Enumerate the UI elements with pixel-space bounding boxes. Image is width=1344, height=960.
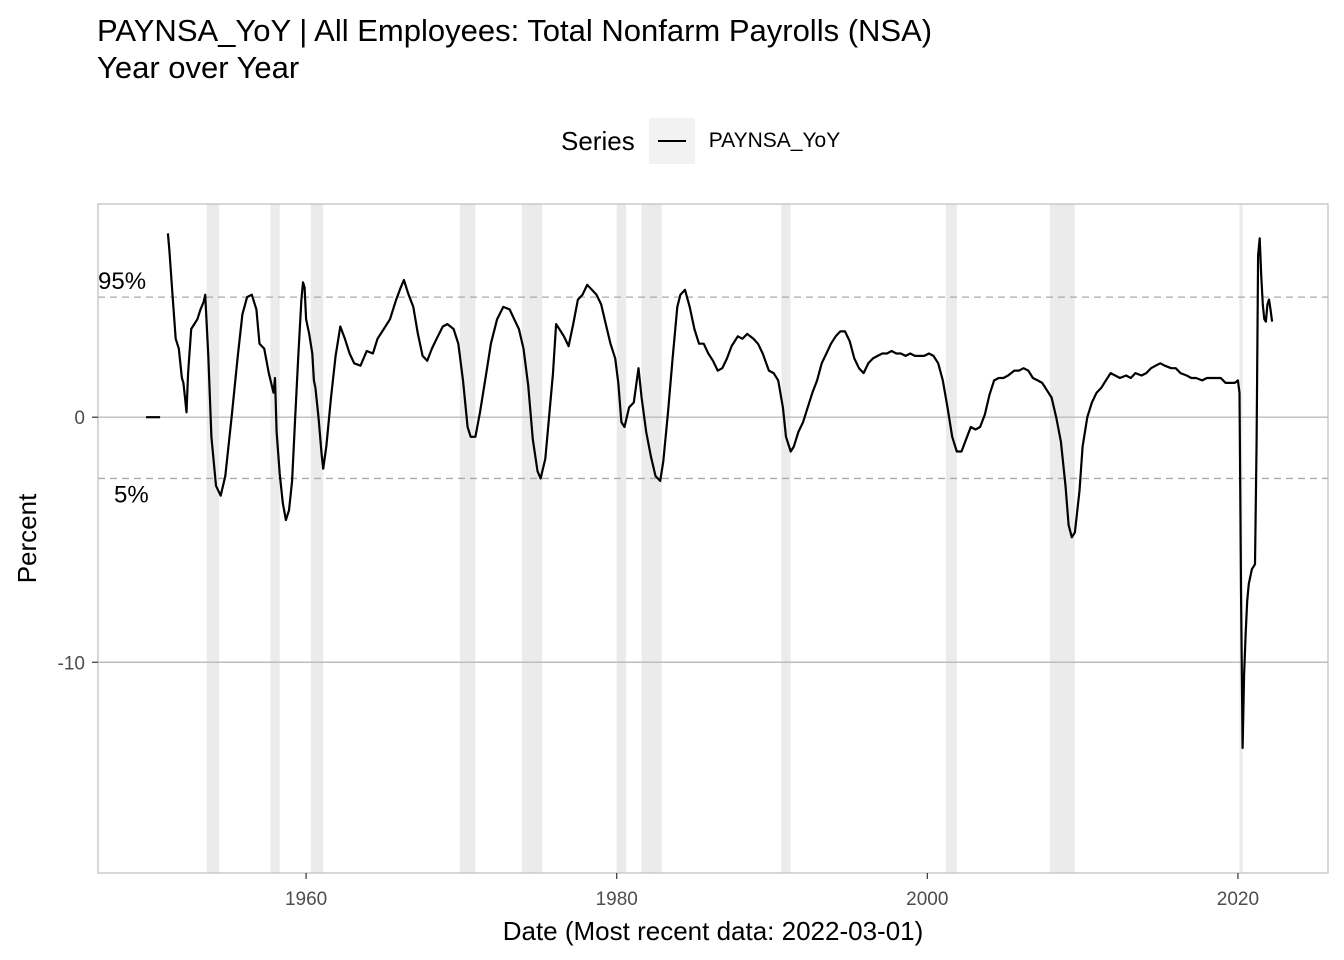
recession-band-8 <box>945 204 957 873</box>
y-axis: 0 -10 <box>58 408 98 674</box>
recession-band-5 <box>616 204 627 873</box>
recession-band-1 <box>270 204 280 873</box>
series-lines <box>146 233 1274 750</box>
recession-band-2 <box>310 204 324 873</box>
quantile-lines: 95% 5% <box>98 268 1328 508</box>
legend-label: PAYNSA_YoY <box>708 129 841 152</box>
recession-band-4 <box>521 204 543 873</box>
x-tick-label-2: 2000 <box>906 889 948 910</box>
chart-title-line2: Year over Year <box>97 50 300 85</box>
x-axis: 1960 1980 2000 2020 <box>285 873 1259 910</box>
reference-label-0: 95% <box>98 268 146 295</box>
legend: Series PAYNSA_YoY <box>561 118 841 164</box>
recession-band-3 <box>459 204 476 873</box>
legend-title: Series <box>561 125 635 156</box>
plot-panel-border <box>97 203 1329 874</box>
legend-key <box>648 118 695 164</box>
reference-label-1: 5% <box>114 481 149 508</box>
x-tick-label-1: 1980 <box>596 889 638 910</box>
series-line-0-segment-1 <box>166 233 1274 750</box>
recession-band-6 <box>641 204 662 873</box>
y-tick-label-1: -10 <box>58 653 85 674</box>
recession-bands <box>206 204 1243 873</box>
gridlines <box>98 416 1328 663</box>
legend-line-swatch <box>657 140 686 143</box>
chart-title-line1: PAYNSA_YoY | All Employees: Total Nonfar… <box>97 13 933 48</box>
x-tick-label-3: 2020 <box>1217 889 1259 910</box>
recession-band-7 <box>781 204 791 873</box>
x-axis-title: Date (Most recent data: 2022-03-01) <box>503 916 924 946</box>
recession-band-9 <box>1050 204 1075 873</box>
x-tick-label-0: 1960 <box>285 889 327 910</box>
chart-title: PAYNSA_YoY | All Employees: Total Nonfar… <box>97 12 932 86</box>
y-axis-title: Percent <box>12 493 42 583</box>
y-tick-label-0: 0 <box>74 408 85 429</box>
recession-band-0 <box>206 204 220 873</box>
